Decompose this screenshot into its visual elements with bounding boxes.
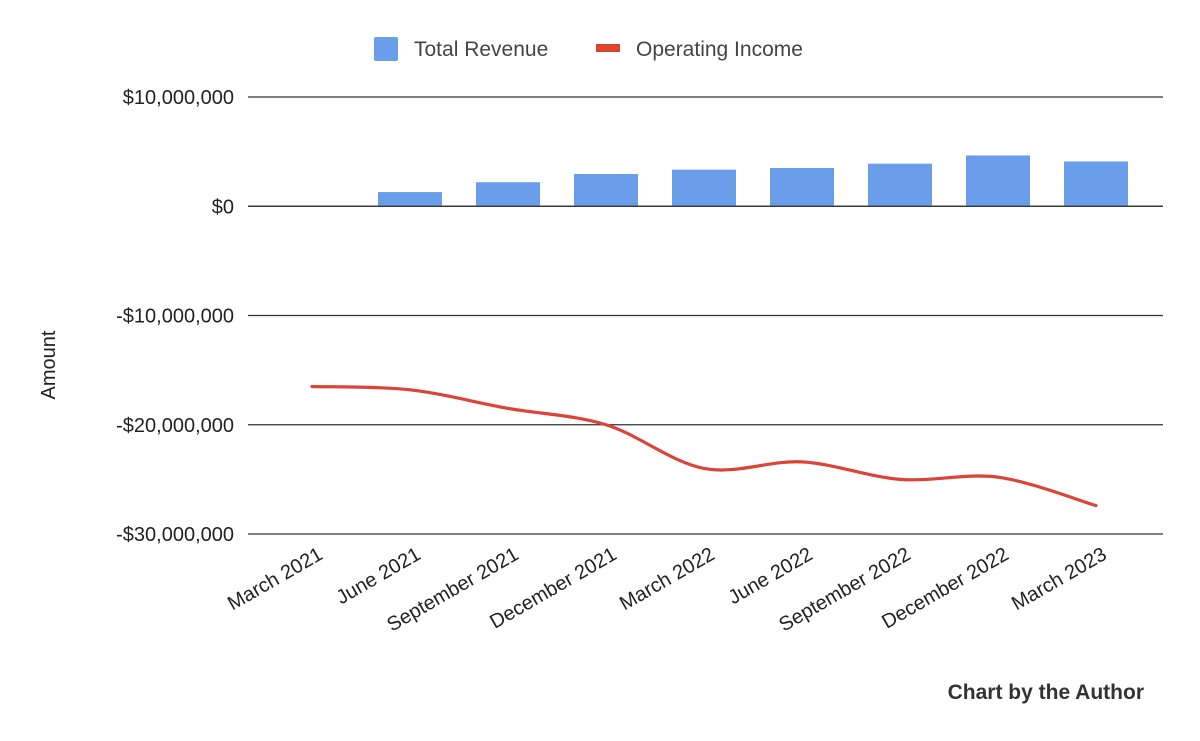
y-tick-label: -$20,000,000 — [116, 415, 234, 437]
x-tick-label: June 2022 — [725, 543, 817, 609]
legend-swatch-operating-income — [596, 44, 620, 52]
y-tick-label: -$10,000,000 — [116, 306, 234, 328]
legend-label-total-revenue: Total Revenue — [414, 38, 548, 61]
bar-total-revenue — [476, 182, 540, 207]
legend-label-operating-income: Operating Income — [636, 38, 803, 61]
chart-credit: Chart by the Author — [948, 681, 1144, 704]
x-tick-label: March 2021 — [224, 543, 326, 615]
bars — [378, 155, 1128, 207]
y-tick-label: -$30,000,000 — [116, 524, 234, 546]
y-tick-label: $10,000,000 — [123, 87, 234, 109]
bar-total-revenue — [770, 168, 834, 207]
line-operating-income — [310, 384, 1098, 508]
bar-total-revenue — [1064, 161, 1128, 207]
y-tick-label: $0 — [212, 196, 234, 218]
bar-total-revenue — [868, 163, 932, 207]
lines — [310, 384, 1098, 508]
x-tick-label: March 2022 — [616, 543, 718, 615]
legend-swatch-total-revenue — [374, 37, 398, 61]
bar-total-revenue — [378, 192, 442, 207]
bar-total-revenue — [672, 169, 736, 207]
y-tick-labels: $10,000,000 $0 -$10,000,000 -$20,000,000 -$3… — [116, 87, 234, 546]
x-tick-label: March 2023 — [1008, 543, 1110, 615]
bar-total-revenue — [966, 155, 1030, 207]
y-axis-title: Amount — [38, 330, 60, 399]
bar-total-revenue — [574, 174, 638, 207]
x-tick-label: June 2021 — [333, 543, 425, 609]
legend: Total Revenue Operating Income — [374, 37, 803, 61]
